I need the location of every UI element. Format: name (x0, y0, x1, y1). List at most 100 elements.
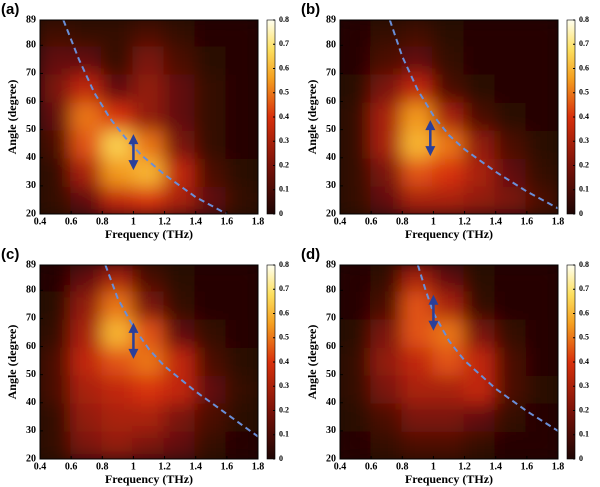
dispersion-curve (62, 20, 228, 214)
heatmap-cell (132, 184, 166, 214)
x-tick-label: 1.4 (489, 461, 502, 472)
y-tick-label: 70 (26, 313, 36, 324)
heatmap-cell (101, 345, 135, 376)
x-tick-label: 1.8 (552, 461, 565, 472)
heatmap-cell (494, 128, 528, 159)
heatmap-cell (370, 44, 404, 75)
heatmap-cell (432, 128, 466, 159)
x-tick-label: 1 (131, 461, 136, 472)
colorbar-tick-label: 0.5 (579, 88, 589, 97)
x-axis-label: Frequency (THz) (405, 227, 493, 241)
y-tick-label: 80 (326, 40, 336, 51)
heatmap-cell (463, 128, 497, 159)
y-tick-label: 30 (326, 180, 336, 191)
heatmap-cell (163, 265, 197, 292)
y-tick-label: 30 (26, 425, 36, 436)
y-axis-label: Angle (degree) (5, 325, 19, 400)
y-axis-label: Angle (degree) (5, 80, 19, 155)
colorbar-tick-label: 0.5 (279, 333, 289, 342)
heatmap-cell (401, 401, 435, 432)
y-tick-label: 50 (326, 369, 336, 380)
heatmap-clip (40, 265, 258, 459)
x-tick-label: 1.8 (252, 216, 265, 227)
colorbar-tick-label: 0 (579, 209, 583, 218)
heatmap-cell (370, 373, 404, 404)
heatmap-cell (463, 72, 497, 103)
heatmap-cell (40, 44, 73, 75)
panel: 0.4 0.6 0.8 1 1.2 1.4 1.6 1.8 20 30 40 50 60 70 80 89 Fr… (301, 246, 589, 486)
heatmap-cell (432, 401, 466, 432)
x-tick-label: 1.2 (158, 216, 171, 227)
panel-label: (c) (1, 246, 19, 263)
heatmap-cell (340, 184, 373, 214)
heatmap-cell (40, 373, 73, 404)
dispersion-curve (388, 20, 558, 210)
colorbar-tick-label: 0.2 (579, 160, 589, 169)
heatmap-cell (525, 265, 558, 292)
heatmap-cell (463, 429, 497, 459)
x-tick-label: 1.8 (552, 216, 565, 227)
heatmap-cell (494, 72, 528, 103)
heatmap-cell (194, 20, 228, 47)
heatmap-cell (494, 156, 528, 187)
heatmap-cell (370, 429, 404, 459)
colorbar-tick-label: 0.1 (279, 185, 289, 194)
heatmap-cell (525, 128, 558, 159)
heatmap-cell (494, 100, 528, 131)
panel-label: (a) (1, 1, 19, 18)
heatmap-cell (340, 429, 373, 459)
heatmap-cell (163, 44, 197, 75)
heatmap-cell (340, 44, 373, 75)
panel: 0.4 0.6 0.8 1 1.2 1.4 1.6 1.8 20 30 40 50 60 70 80 89 Fr… (301, 1, 589, 241)
heatmap-cell (194, 265, 228, 292)
heatmap-cell (494, 345, 528, 376)
heatmap-cell (432, 156, 466, 187)
heatmap-cell (70, 128, 104, 159)
y-tick-label: 30 (326, 425, 336, 436)
x-tick-label: 1.6 (221, 461, 234, 472)
heatmap (340, 20, 558, 214)
heatmap-cell (194, 44, 228, 75)
heatmap-cell (132, 72, 166, 103)
heatmap-cell (340, 289, 373, 320)
x-tick-label: 0.4 (34, 216, 47, 227)
heatmap-cell (494, 265, 528, 292)
x-tick-label: 1.4 (189, 216, 202, 227)
colorbar-tick-label: 0.2 (279, 405, 289, 414)
y-tick-label: 89 (26, 14, 36, 25)
heatmap-cell (432, 429, 466, 459)
heatmap-cell (463, 184, 497, 214)
colorbar-tick-label: 0.3 (279, 136, 289, 145)
heatmap-cell (463, 100, 497, 131)
colorbar-tick-label: 0.8 (579, 15, 589, 24)
colorbar-tick-label: 0.8 (279, 260, 289, 269)
heatmap-cell (525, 289, 558, 320)
heatmap-cell (370, 317, 404, 348)
heatmap-cell (370, 100, 404, 131)
heatmap-cell (101, 72, 135, 103)
heatmap-cell (525, 373, 558, 404)
heatmap-cell (70, 345, 104, 376)
y-tick-label: 20 (326, 453, 336, 464)
heatmap-cell (194, 156, 228, 187)
heatmap-cell (370, 156, 404, 187)
heatmap-cell (340, 128, 373, 159)
y-tick-label: 80 (26, 285, 36, 296)
heatmap-cell (132, 44, 166, 75)
colorbar-tick-label: 0.8 (279, 15, 289, 24)
colorbar-tick-label: 0.4 (579, 112, 589, 121)
y-tick-label: 40 (326, 397, 336, 408)
arrow-head (128, 322, 139, 359)
heatmap-cell (340, 72, 373, 103)
heatmap-cell (432, 265, 466, 292)
heatmap-cell (101, 289, 135, 320)
heatmap-cell (163, 156, 197, 187)
heatmap-cell (525, 72, 558, 103)
heatmap-cell (101, 44, 135, 75)
heatmap-cell (463, 345, 497, 376)
heatmap-cell (494, 20, 528, 47)
x-tick-label: 1.2 (458, 461, 471, 472)
heatmap-cell (225, 429, 258, 459)
heatmap-cell (340, 156, 373, 187)
heatmap-cell (225, 317, 258, 348)
